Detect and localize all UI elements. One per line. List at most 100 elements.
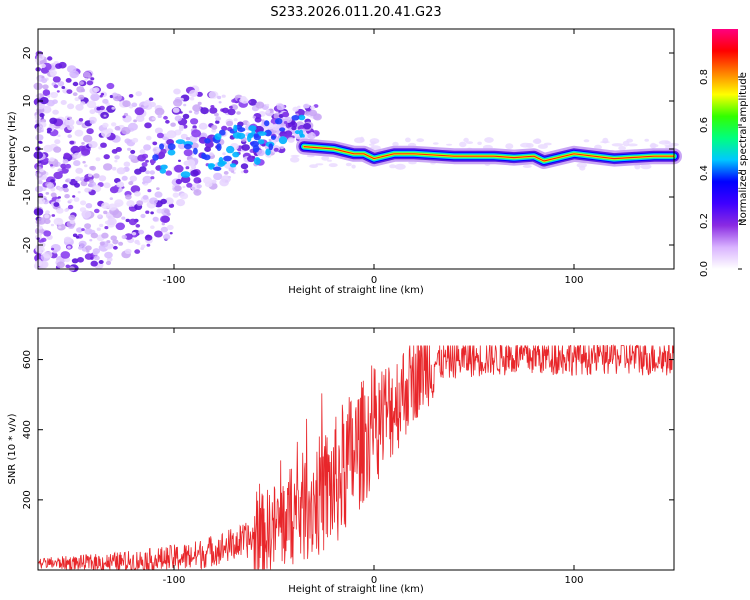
spectrogram-energy-blob xyxy=(182,185,186,189)
spectrogram-energy-blob xyxy=(303,103,309,109)
spectrogram-energy-blob xyxy=(196,184,202,189)
spectrogram-energy-blob xyxy=(74,129,84,137)
spectrogram-energy-blob xyxy=(83,71,91,78)
spectrogram-energy-blob xyxy=(78,246,83,250)
spectrogram-energy-blob xyxy=(166,224,174,231)
spectrogram-energy-blob xyxy=(200,107,209,115)
spectrogram-energy-blob xyxy=(221,175,231,184)
spectrogram-energy-blob xyxy=(283,121,288,124)
spectrogram-energy-blob xyxy=(463,137,469,143)
spectrogram-energy-blob xyxy=(183,143,192,150)
spectrogram-energy-blob xyxy=(37,180,43,185)
snr-y-label: SNR (10 * v/v) xyxy=(7,413,18,484)
spectrogram-energy-blob xyxy=(193,189,202,196)
spectrogram-energy-blob xyxy=(226,120,234,127)
spectrogram-energy-blob xyxy=(100,142,107,148)
spectrogram-energy-blob xyxy=(226,145,235,154)
spectrogram-energy-blob xyxy=(522,164,532,168)
spectrogram-energy-blob xyxy=(394,163,406,170)
spectrogram-energy-blob xyxy=(288,123,292,127)
spectrogram-energy-blob xyxy=(131,232,137,236)
spectrogram-energy-blob xyxy=(157,114,162,118)
spectrogram-energy-blob xyxy=(56,207,64,214)
spectrogram-energy-blob xyxy=(53,202,60,207)
spectrogram-energy-blob xyxy=(66,125,70,128)
spectrogram-energy-blob xyxy=(58,226,62,229)
spectrogram-energy-blob xyxy=(88,141,98,149)
spectrogram-energy-blob xyxy=(294,130,301,135)
spectrogram-energy-blob xyxy=(229,105,233,109)
spectrogram-energy-blob xyxy=(154,107,165,116)
spectrogram-energy-blob xyxy=(114,155,120,160)
spectrogram-energy-blob xyxy=(123,161,131,167)
spectrogram-energy-blob xyxy=(75,167,84,174)
colorbar-tick-label: 0.8 xyxy=(699,69,710,85)
spectrogram-energy-blob xyxy=(297,105,301,109)
spectrogram-energy-blob xyxy=(257,139,265,145)
spectrogram-energy-blob xyxy=(39,121,47,128)
spectrogram-energy-blob xyxy=(321,155,330,161)
spectrogram-energy-blob xyxy=(248,125,257,132)
spectrogram-energy-blob xyxy=(134,168,142,175)
spectrogram-energy-blob xyxy=(175,139,186,145)
spectrogram-energy-blob xyxy=(150,225,155,229)
spectrogram-energy-blob xyxy=(81,142,85,145)
spectrogram-energy-blob xyxy=(256,131,267,136)
spectrogram-energy-blob xyxy=(186,182,193,188)
spectrogram-energy-blob xyxy=(84,223,92,229)
spectrogram-energy-blob xyxy=(174,185,182,192)
spectrogram-energy-blob xyxy=(53,84,59,89)
spectrogram-energy-blob xyxy=(290,154,300,158)
spectrogram-energy-blob xyxy=(52,99,58,104)
spectrogram-energy-blob xyxy=(55,198,61,203)
spectrogram-energy-blob xyxy=(664,140,670,145)
spectrogram-energy-blob xyxy=(477,141,482,145)
spectrogram-energy-blob xyxy=(103,163,113,171)
spectrogram-energy-blob xyxy=(52,109,59,115)
spectrogram-energy-blob xyxy=(611,143,624,147)
spectrogram-energy-blob xyxy=(47,56,53,61)
spectrogram-energy-blob xyxy=(520,142,531,148)
spectrogram-energy-blob xyxy=(44,214,50,219)
spectrogram-energy-blob xyxy=(189,96,195,101)
colorbar-label: Normalized spectral amplitude xyxy=(738,72,749,226)
spectrogram-energy-blob xyxy=(150,211,154,215)
spectrogram-energy-blob xyxy=(38,53,42,56)
spectrogram-energy-blob xyxy=(182,113,190,119)
colorbar-gradient xyxy=(712,29,738,269)
spectrogram-energy-blob xyxy=(54,139,61,145)
spectrogram-energy-blob xyxy=(151,117,156,120)
spectrogram-energy-blob xyxy=(148,97,154,101)
figure-title: S233.2026.011.20.41.G23 xyxy=(270,5,441,20)
spectrogram-energy-blob xyxy=(37,160,42,164)
spectrogram-energy-blob xyxy=(186,159,196,167)
spectrogram-energy-blob xyxy=(327,159,332,162)
spectrogram-energy-blob xyxy=(216,143,222,152)
spectrogram-energy-blob xyxy=(112,210,123,219)
spectrogram-energy-blob xyxy=(116,167,126,175)
spectrogram-energy-blob xyxy=(56,261,65,269)
spectrogram-energy-blob xyxy=(328,163,338,168)
spectrogram-energy-blob xyxy=(93,173,100,179)
spectrogram-energy-blob xyxy=(113,245,118,250)
spectrogram-energy-blob xyxy=(165,170,173,176)
spectrogram-energy-blob xyxy=(49,157,55,162)
spectrogram-energy-blob xyxy=(80,200,87,206)
spectrogram-energy-blob xyxy=(111,122,117,127)
spectrogram-energy-blob xyxy=(78,145,86,152)
spectrogram-energy-blob xyxy=(103,154,110,160)
spectrogram-energy-blob xyxy=(134,107,145,116)
spectrogram-energy-blob xyxy=(77,191,81,194)
spectrogram-energy-blob xyxy=(101,202,110,210)
spectrogram-energy-blob xyxy=(209,152,214,157)
spectrogram-energy-blob xyxy=(179,192,189,200)
spectrogram-energy-blob xyxy=(534,138,542,144)
snr-panel: -100 0 100 200 400 600 Height of straight li… xyxy=(7,327,675,595)
spectrogram-energy-blob xyxy=(264,120,270,127)
spectrogram-energy-blob xyxy=(134,191,141,197)
spectrogram-energy-blob xyxy=(39,113,45,118)
spectrogram-energy-blob xyxy=(127,147,131,151)
spectrogram-energy-blob xyxy=(72,81,79,87)
spectrogram-energy-blob xyxy=(79,81,84,85)
